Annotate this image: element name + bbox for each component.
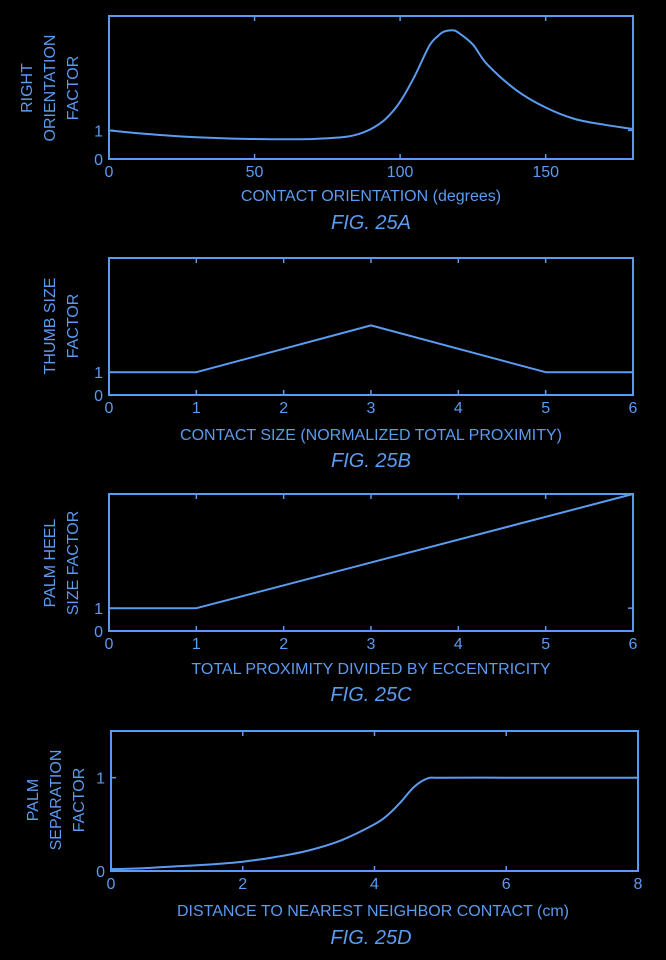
y-tick-label: 1 <box>94 123 103 140</box>
figure-label: FIG. 25C <box>330 684 412 706</box>
x-tick-label: 8 <box>634 876 643 893</box>
x-tick-label: 4 <box>454 400 463 417</box>
x-tick-label: 3 <box>367 400 376 417</box>
x-tick-label: 2 <box>279 400 288 417</box>
y-tick-label: 0 <box>94 152 103 169</box>
x-tick-label: 1 <box>192 636 201 653</box>
panel-fig-25b: FIG. 25B CONTACT SIZE (NORMALIZED TOTAL … <box>42 258 638 472</box>
chart-marks: 0 1 2 3 4 5 6 0 1 <box>94 258 637 417</box>
panel-fig-25c: FIG. 25C TOTAL PROXIMITY DIVIDED BY ECCE… <box>42 494 638 706</box>
y-tick-label: 0 <box>94 388 103 405</box>
x-axis-title: TOTAL PROXIMITY DIVIDED BY ECCENTRICITY <box>191 661 551 678</box>
series-line <box>109 325 633 372</box>
x-tick-label: 4 <box>454 636 463 653</box>
y-tick-label: 1 <box>94 601 103 618</box>
x-tick-label: 3 <box>367 636 376 653</box>
figure-label: FIG. 25A <box>331 212 411 234</box>
y-tick-label: 1 <box>96 771 105 788</box>
x-tick-label: 50 <box>246 164 264 181</box>
plot-frame <box>111 731 638 871</box>
y-tick-label: 0 <box>94 624 103 641</box>
y-axis-title-line: FACTOR <box>71 768 88 833</box>
x-tick-label: 0 <box>107 876 116 893</box>
y-axis-title-line: FACTOR <box>65 56 82 121</box>
figure-label: FIG. 25D <box>330 927 411 949</box>
x-tick-label: 0 <box>105 636 114 653</box>
x-tick-label: 6 <box>629 636 638 653</box>
x-axis-title: DISTANCE TO NEAREST NEIGHBOR CONTACT (cm… <box>177 903 569 920</box>
y-axis-title-line: SIZE FACTOR <box>65 511 82 616</box>
chart-marks: 0 1 2 3 4 5 6 0 1 <box>94 494 637 653</box>
series-line <box>109 494 633 608</box>
panel-fig-25a: FIG. 25A CONTACT ORIENTATION (degrees) R… <box>19 16 633 234</box>
x-axis-title: CONTACT ORIENTATION (degrees) <box>241 188 501 205</box>
y-axis-title-line: SEPARATION <box>48 750 65 851</box>
y-axis-title-line: RIGHT <box>19 63 36 113</box>
x-tick-label: 1 <box>192 400 201 417</box>
x-tick-label: 2 <box>279 636 288 653</box>
series-line <box>111 778 638 870</box>
y-axis-title-line: PALM HEEL <box>42 519 59 608</box>
y-axis-title-line: FACTOR <box>65 294 82 359</box>
figure-label: FIG. 25B <box>331 450 411 472</box>
x-tick-label: 5 <box>541 636 550 653</box>
x-tick-label: 150 <box>532 164 559 181</box>
x-axis-title: CONTACT SIZE (NORMALIZED TOTAL PROXIMITY… <box>180 427 562 444</box>
chart-marks: 0 2 4 6 8 0 1 <box>96 731 642 893</box>
x-tick-label: 6 <box>502 876 511 893</box>
x-tick-label: 4 <box>370 876 379 893</box>
chart-marks: 0 50 100 150 0 1 <box>94 16 633 181</box>
plot-frame <box>109 258 633 395</box>
x-tick-label: 6 <box>629 400 638 417</box>
x-tick-label: 0 <box>105 400 114 417</box>
series-line <box>109 30 633 139</box>
x-tick-label: 2 <box>238 876 247 893</box>
y-axis-title-line: THUMB SIZE <box>42 278 59 375</box>
x-tick-label: 0 <box>105 164 114 181</box>
y-axis-title-line: PALM <box>25 779 42 821</box>
y-tick-label: 0 <box>96 864 105 881</box>
y-tick-label: 1 <box>94 365 103 382</box>
x-tick-label: 100 <box>387 164 414 181</box>
x-tick-label: 5 <box>541 400 550 417</box>
panel-fig-25d: FIG. 25D DISTANCE TO NEAREST NEIGHBOR CO… <box>25 731 643 949</box>
y-axis-title-line: ORIENTATION <box>42 35 59 142</box>
